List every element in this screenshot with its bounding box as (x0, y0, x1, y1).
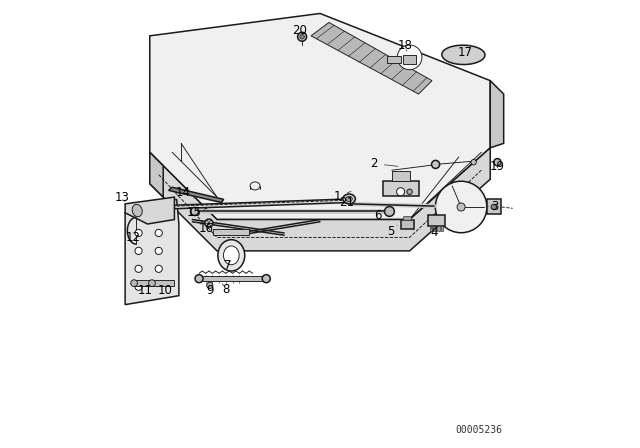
Text: 3: 3 (486, 199, 499, 213)
Ellipse shape (494, 159, 501, 166)
Ellipse shape (155, 247, 163, 254)
Ellipse shape (207, 282, 213, 289)
Polygon shape (387, 56, 401, 63)
Text: 00005236: 00005236 (456, 426, 502, 435)
Text: 14: 14 (176, 186, 194, 199)
Text: 15: 15 (186, 206, 206, 219)
Polygon shape (150, 148, 490, 251)
Polygon shape (486, 199, 502, 214)
Polygon shape (440, 226, 443, 231)
Ellipse shape (135, 265, 142, 272)
Polygon shape (430, 226, 433, 231)
Ellipse shape (135, 229, 142, 237)
Polygon shape (125, 197, 174, 224)
Ellipse shape (148, 280, 156, 287)
Text: 2: 2 (370, 157, 398, 170)
Ellipse shape (471, 159, 476, 165)
Ellipse shape (131, 280, 138, 287)
Text: 7: 7 (225, 258, 232, 272)
Polygon shape (490, 81, 504, 148)
PathPatch shape (442, 45, 485, 65)
Text: 4: 4 (431, 226, 438, 240)
Text: 5: 5 (387, 225, 397, 238)
Polygon shape (383, 181, 419, 196)
Polygon shape (401, 220, 414, 229)
Text: 11: 11 (138, 284, 153, 297)
Polygon shape (403, 55, 417, 64)
Text: 19: 19 (490, 160, 505, 173)
Polygon shape (213, 229, 249, 235)
Polygon shape (150, 152, 163, 197)
Text: 10: 10 (158, 284, 173, 297)
Polygon shape (392, 171, 410, 181)
Polygon shape (437, 226, 440, 231)
Ellipse shape (435, 181, 487, 233)
Polygon shape (134, 280, 152, 286)
Ellipse shape (223, 246, 239, 265)
Ellipse shape (155, 265, 163, 272)
Ellipse shape (300, 34, 305, 39)
Text: 9: 9 (207, 284, 214, 297)
Ellipse shape (343, 194, 355, 204)
Ellipse shape (135, 283, 142, 290)
Ellipse shape (346, 196, 352, 202)
Polygon shape (428, 215, 445, 226)
Ellipse shape (195, 275, 203, 283)
Ellipse shape (135, 247, 142, 254)
Ellipse shape (491, 204, 497, 210)
Text: 13: 13 (115, 190, 129, 204)
Ellipse shape (262, 275, 270, 283)
Polygon shape (403, 216, 412, 220)
Text: 16: 16 (199, 222, 214, 235)
Text: 6: 6 (374, 209, 385, 223)
Text: 12: 12 (125, 231, 140, 244)
Ellipse shape (205, 219, 213, 227)
Ellipse shape (397, 188, 404, 196)
Ellipse shape (298, 32, 307, 41)
Text: 17: 17 (458, 46, 473, 60)
Ellipse shape (155, 229, 163, 237)
Text: 20: 20 (292, 24, 307, 37)
Polygon shape (168, 187, 224, 202)
Polygon shape (174, 199, 349, 209)
Polygon shape (152, 280, 174, 286)
Text: 21: 21 (339, 196, 355, 209)
Ellipse shape (407, 189, 412, 194)
Polygon shape (311, 22, 432, 94)
Ellipse shape (385, 207, 394, 216)
Ellipse shape (431, 160, 440, 168)
Polygon shape (199, 276, 266, 281)
Ellipse shape (457, 203, 465, 211)
Polygon shape (125, 199, 179, 305)
Ellipse shape (397, 45, 422, 69)
Text: 8: 8 (222, 283, 230, 296)
Text: 1: 1 (333, 190, 351, 203)
Ellipse shape (191, 207, 198, 215)
Ellipse shape (218, 240, 244, 271)
Polygon shape (433, 226, 436, 231)
Text: 18: 18 (397, 39, 413, 52)
Polygon shape (150, 13, 490, 220)
Ellipse shape (132, 204, 142, 217)
